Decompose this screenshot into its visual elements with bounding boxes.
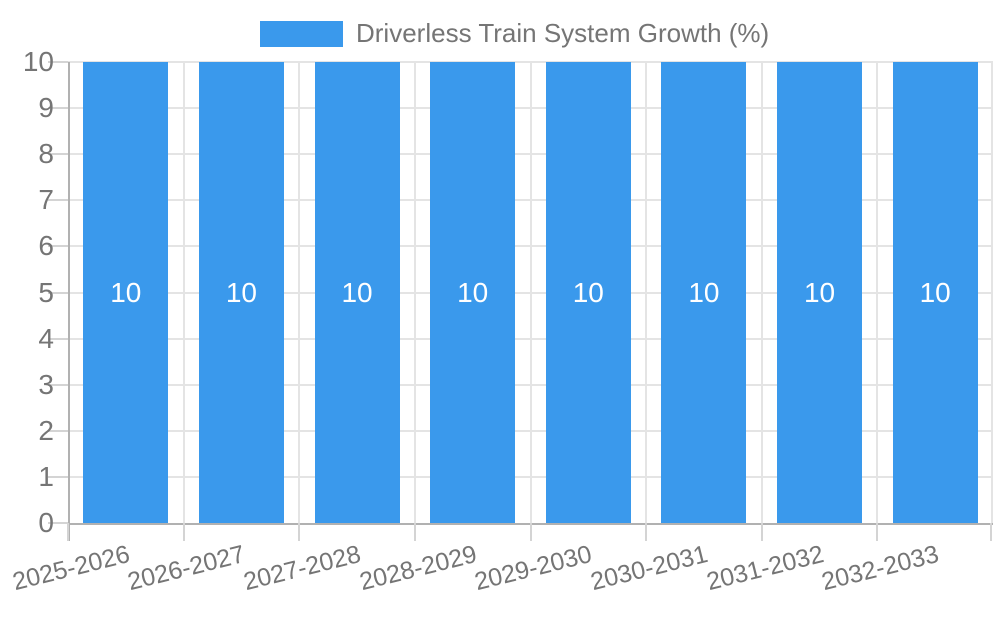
legend-label: Driverless Train System Growth (%) [356,18,770,48]
bar-value-label: 10 [225,276,258,308]
x-tick [760,523,763,541]
y-tick [48,245,68,248]
bar[interactable] [314,62,400,523]
bar[interactable] [83,62,169,523]
x-grid-line [876,62,879,523]
bar-value-label: 10 [572,276,604,308]
bar[interactable] [661,62,747,523]
y-axis-label: 8 [38,138,54,170]
y-tick [48,522,68,524]
bar[interactable] [545,62,631,523]
x-grid-line [182,62,185,523]
y-tick [48,291,68,294]
y-axis-label: 1 [38,460,54,492]
x-tick [990,523,992,541]
legend-swatch-icon [260,20,343,47]
x-tick [876,523,879,541]
bar-value-label: 10 [688,276,720,308]
y-axis-label: 4 [38,322,54,354]
bar-value-label: 10 [341,276,373,308]
x-grid-line [413,62,416,523]
bar[interactable] [892,62,978,523]
y-axis-label: 6 [38,230,54,262]
y-axis-line [68,62,70,541]
bar[interactable] [430,62,516,523]
bar-value-label: 10 [457,276,489,308]
y-tick [48,429,68,432]
bar-value-label: 10 [110,276,142,308]
x-tick [298,523,301,541]
y-axis-label: 7 [38,184,54,216]
x-grid-line [645,62,648,523]
x-tick [182,523,185,541]
x-grid-line [991,62,993,523]
bar[interactable] [777,62,863,523]
x-grid-line [760,62,763,523]
bar[interactable] [198,62,284,523]
x-tick [413,523,416,541]
y-axis-label: 0 [38,507,54,538]
y-tick [48,475,68,478]
y-tick [48,107,68,110]
x-tick [67,523,69,541]
x-grid-line [529,62,532,523]
bar-value-label: 10 [803,276,836,308]
y-axis-label: 2 [38,414,54,446]
y-tick [48,199,68,202]
x-tick [645,523,648,541]
y-tick [48,153,68,156]
y-axis-label: 9 [38,92,54,124]
y-axis-label: 5 [38,276,54,308]
y-axis-label: 10 [22,46,54,77]
y-axis-label: 3 [38,368,54,400]
legend[interactable]: Driverless Train System Growth (%) [260,18,769,49]
bar-value-label: 10 [919,276,951,308]
y-tick [48,61,68,63]
y-tick [48,383,68,386]
x-grid-line [298,62,301,523]
x-tick [529,523,532,541]
plot-area: 10 10 10 10 10 10 10 10 [68,61,993,523]
y-tick [48,337,68,340]
bar-chart: Driverless Train System Growth (%) 10 10 1… [10,18,993,596]
